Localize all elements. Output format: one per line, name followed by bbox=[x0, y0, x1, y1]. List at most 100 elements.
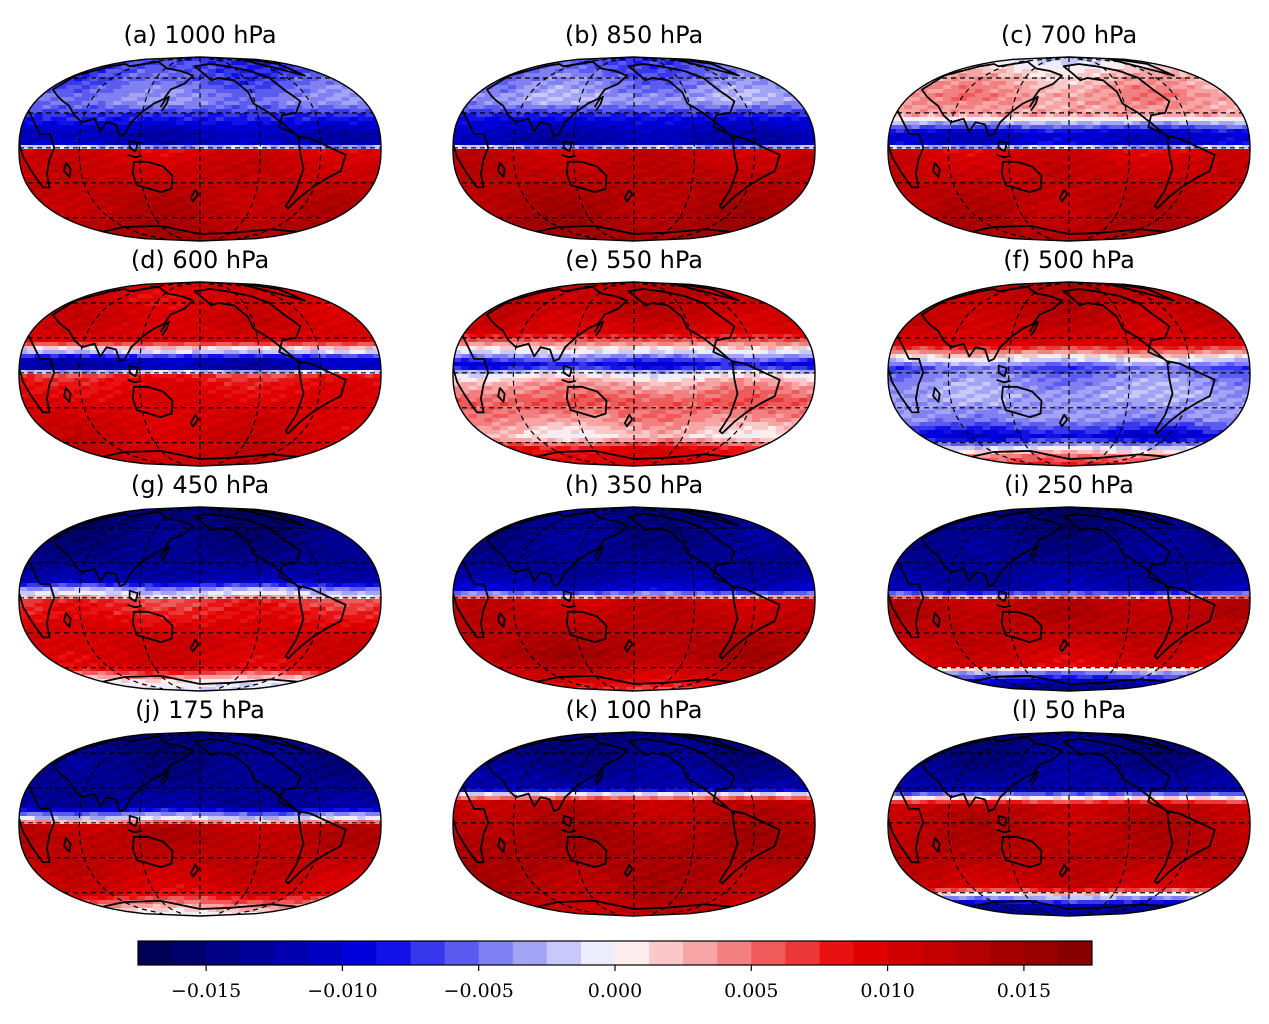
heatmap-cell bbox=[895, 69, 905, 74]
heatmap-cell bbox=[89, 189, 99, 194]
heatmap-cell bbox=[555, 185, 564, 190]
heatmap-cell bbox=[610, 189, 619, 194]
heatmap-cell bbox=[696, 229, 706, 234]
heatmap-cell bbox=[42, 217, 52, 222]
heatmap-cell bbox=[74, 173, 83, 178]
heatmap-cell bbox=[357, 113, 366, 118]
heatmap-cell bbox=[247, 117, 256, 122]
heatmap-cell bbox=[492, 121, 501, 126]
heatmap-cell bbox=[1006, 109, 1015, 114]
heatmap-cell bbox=[1242, 93, 1250, 98]
heatmap-cell bbox=[223, 185, 233, 190]
heatmap-cell bbox=[341, 85, 351, 90]
heatmap-cell bbox=[168, 161, 177, 166]
heatmap-cell bbox=[19, 61, 28, 66]
heatmap-cell bbox=[1037, 113, 1046, 118]
heatmap-cell bbox=[365, 109, 374, 114]
heatmap-cell bbox=[807, 213, 815, 218]
heatmap-cell bbox=[81, 205, 91, 210]
heatmap-cell bbox=[349, 161, 358, 166]
heatmap-cell bbox=[1006, 113, 1015, 118]
heatmap-cell bbox=[673, 169, 682, 174]
heatmap-cell bbox=[1218, 81, 1227, 86]
heatmap-cell bbox=[752, 97, 761, 102]
heatmap-cell bbox=[720, 161, 730, 166]
heatmap-cell bbox=[736, 77, 745, 82]
heatmap-cell bbox=[184, 161, 193, 166]
heatmap-cell bbox=[247, 145, 256, 150]
heatmap-cell bbox=[1053, 65, 1062, 70]
heatmap-cell bbox=[610, 121, 619, 126]
heatmap-cell bbox=[704, 137, 714, 142]
heatmap-cell bbox=[58, 105, 67, 110]
heatmap-cell bbox=[286, 109, 296, 114]
heatmap-cell bbox=[531, 65, 541, 70]
heatmap-cell bbox=[34, 89, 44, 94]
heatmap-cell bbox=[752, 197, 761, 202]
heatmap-cell bbox=[192, 73, 201, 78]
heatmap-cell bbox=[618, 165, 627, 170]
heatmap-cell bbox=[468, 101, 478, 106]
heatmap-cell bbox=[547, 205, 556, 210]
heatmap-cell bbox=[586, 117, 596, 122]
heatmap-cell bbox=[137, 173, 146, 178]
heatmap-cell bbox=[192, 93, 201, 98]
heatmap-cell bbox=[1061, 85, 1070, 90]
heatmap-cell bbox=[500, 201, 509, 206]
heatmap-cell bbox=[1124, 77, 1133, 82]
heatmap-cell bbox=[325, 93, 335, 98]
heatmap-cell bbox=[689, 97, 698, 102]
heatmap-cell bbox=[799, 61, 808, 66]
heatmap-cell bbox=[262, 205, 272, 210]
heatmap-cell bbox=[184, 169, 193, 174]
heatmap-cell bbox=[1029, 57, 1039, 62]
heatmap-cell bbox=[255, 69, 264, 74]
heatmap-cell bbox=[935, 57, 944, 62]
heatmap-cell bbox=[66, 117, 75, 122]
heatmap-cell bbox=[333, 177, 343, 182]
heatmap-cell bbox=[129, 149, 138, 154]
heatmap-cell bbox=[247, 113, 256, 118]
heatmap-cell bbox=[767, 61, 777, 66]
heatmap-cell bbox=[500, 161, 509, 166]
heatmap-cell bbox=[736, 165, 745, 170]
heatmap-cell bbox=[144, 213, 154, 218]
heatmap-cell bbox=[895, 109, 905, 114]
heatmap-cell bbox=[500, 93, 509, 98]
heatmap-cell bbox=[42, 141, 52, 146]
heatmap-cell bbox=[1006, 69, 1015, 74]
heatmap-cell bbox=[66, 233, 75, 238]
heatmap-cell bbox=[531, 165, 541, 170]
heatmap-cell bbox=[586, 173, 596, 178]
heatmap-cell bbox=[1100, 81, 1109, 86]
heatmap-cell bbox=[255, 217, 264, 222]
heatmap-cell bbox=[1194, 69, 1204, 74]
heatmap-cell bbox=[19, 57, 28, 62]
heatmap-cell bbox=[468, 77, 478, 82]
heatmap-cell bbox=[1100, 113, 1109, 118]
heatmap-cell bbox=[1226, 105, 1235, 110]
heatmap-cell bbox=[97, 129, 107, 134]
heatmap-cell bbox=[1131, 93, 1141, 98]
heatmap-cell bbox=[673, 145, 682, 150]
heatmap-cell bbox=[66, 145, 75, 150]
heatmap-cell bbox=[460, 89, 470, 94]
heatmap-cell bbox=[58, 61, 67, 66]
heatmap-cell bbox=[192, 157, 201, 162]
heatmap-cell bbox=[476, 129, 486, 134]
heatmap-cell bbox=[113, 157, 122, 162]
heatmap-cell bbox=[492, 221, 501, 226]
heatmap-cell bbox=[681, 101, 690, 106]
heatmap-cell bbox=[247, 193, 256, 198]
heatmap-cell bbox=[736, 145, 745, 150]
coastline-australia bbox=[565, 160, 608, 193]
heatmap-cell bbox=[571, 209, 580, 214]
heatmap-cell bbox=[943, 97, 952, 102]
heatmap-cell bbox=[641, 197, 651, 202]
heatmap-cell bbox=[89, 141, 99, 146]
heatmap-cell bbox=[476, 197, 486, 202]
heatmap-cell bbox=[144, 149, 154, 154]
heatmap-cell bbox=[468, 225, 478, 230]
heatmap-cell bbox=[168, 221, 177, 226]
